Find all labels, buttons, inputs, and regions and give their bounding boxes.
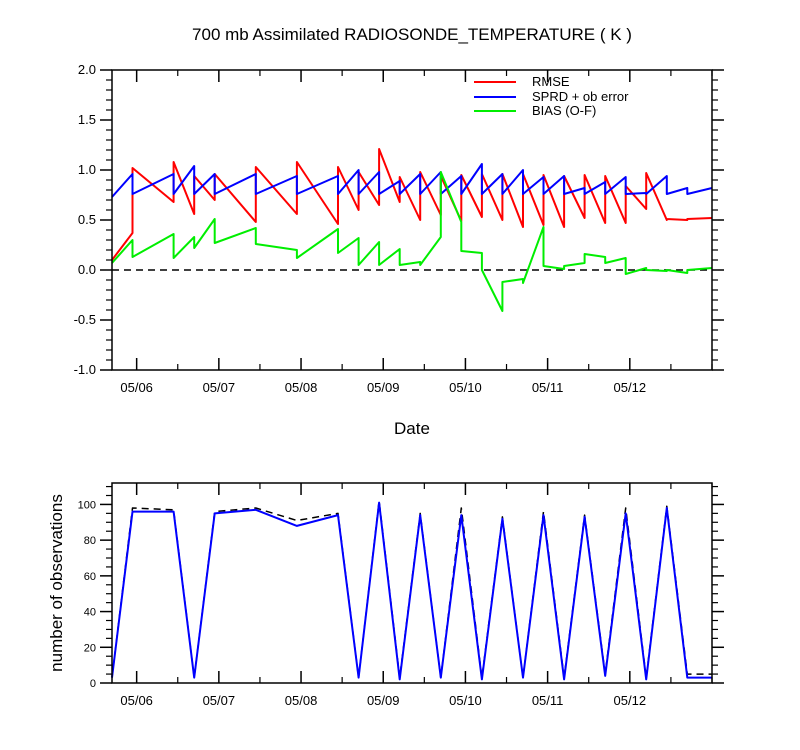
top-series-layer (111, 148, 713, 312)
bottom-ticks-layer: 05/06 05/07 05/08 05/09 05/10 05/11 05/12 0 20 40… (78, 483, 724, 708)
top-plot-frame (111, 69, 713, 371)
legend-label-bias: BIAS (O-F) (532, 103, 596, 118)
legend-label-sprd: SPRD + ob error (532, 89, 629, 104)
x-axis-label: Date (394, 419, 430, 438)
x-tick-label: 05/11 (532, 693, 564, 708)
bottom-plot-frame (111, 482, 713, 684)
series-line-used-observations (111, 501, 712, 681)
x-tick-label: 05/06 (120, 380, 153, 395)
y-tick-label: 0 (90, 678, 96, 690)
x-tick-label: 05/08 (285, 380, 318, 395)
y-tick-label: -0.5 (74, 312, 96, 327)
y-tick-label: 1.0 (78, 162, 96, 177)
y-tick-label: -1.0 (74, 362, 96, 377)
rmse-bias-chart: 700 mb Assimilated RADIOSONDE_TEMPERATUR… (74, 25, 724, 438)
legend-label-rmse: RMSE (532, 74, 570, 89)
series-line-sprd-ob-error (111, 163, 713, 198)
top-ticks-layer: 05/06 05/07 05/08 05/09 05/10 05/11 05/12 -1.0 -… (74, 62, 724, 395)
series-line-rmse (111, 148, 713, 261)
x-tick-label: 05/12 (614, 380, 647, 395)
observation-count-chart: 05/06 05/07 05/08 05/09 05/10 05/11 05/12 0 20 40… (47, 482, 724, 708)
legend: RMSE SPRD + ob error BIAS (O-F) (474, 74, 629, 118)
series-line-possible-observations (111, 500, 712, 679)
x-tick-label: 05/07 (203, 693, 236, 708)
y-tick-label: 20 (84, 642, 96, 654)
series-line-bias-o-f (111, 171, 713, 312)
y-tick-label: 0.0 (78, 262, 96, 277)
bottom-series-layer (111, 500, 712, 681)
y-tick-label: 2.0 (78, 62, 96, 77)
y-tick-label: 1.5 (78, 112, 96, 127)
x-tick-label: 05/11 (532, 380, 564, 395)
chart-title: 700 mb Assimilated RADIOSONDE_TEMPERATUR… (192, 25, 632, 44)
x-tick-label: 05/08 (285, 693, 318, 708)
x-tick-label: 05/12 (614, 693, 647, 708)
y-tick-label: 40 (84, 607, 96, 619)
y-tick-label: 80 (84, 535, 96, 547)
x-tick-label: 05/10 (449, 693, 482, 708)
x-tick-label: 05/07 (203, 380, 236, 395)
x-tick-label: 05/10 (449, 380, 482, 395)
y-tick-label: 60 (84, 571, 96, 583)
y-tick-label: 0.5 (78, 212, 96, 227)
x-tick-label: 05/09 (367, 693, 400, 708)
x-tick-label: 05/09 (367, 380, 400, 395)
y-axis-label: number of observations (47, 494, 66, 672)
x-tick-label: 05/06 (120, 693, 153, 708)
y-tick-label: 100 (78, 499, 96, 511)
